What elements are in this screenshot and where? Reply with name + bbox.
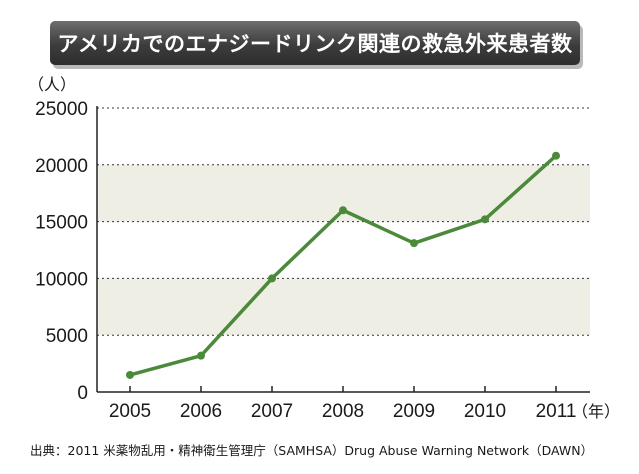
x-unit-label: （年）: [572, 402, 620, 421]
data-point: [339, 206, 347, 215]
chart-title: アメリカでのエナジードリンク関連の救急外来患者数: [57, 32, 573, 56]
x-tick-label: 2011: [536, 401, 577, 422]
grid-lines: [97, 107, 590, 336]
data-point: [126, 370, 134, 379]
axes: [96, 106, 590, 393]
y-tick-label: 5000: [46, 326, 88, 347]
x-tick-label: 2007: [251, 401, 293, 422]
data-point: [552, 151, 560, 160]
source-note: 出典：2011 米薬物乱用・精神衛生管理庁（SAMHSA）Drug Abuse …: [30, 443, 594, 458]
data-series: [126, 151, 560, 379]
x-tick-label: 2008: [322, 401, 364, 422]
background-band: [97, 278, 590, 336]
y-tick-label: 20000: [35, 156, 88, 177]
chart-title-banner: アメリカでのエナジードリンク関連の救急外来患者数: [50, 21, 580, 65]
y-unit-label: （人）: [28, 75, 76, 94]
x-tick-label: 2009: [393, 401, 435, 422]
x-tick-label: 2010: [464, 401, 506, 422]
x-tick-label: 2006: [180, 401, 222, 422]
data-point: [268, 274, 276, 283]
x-tick-label: 2005: [109, 401, 151, 422]
x-tick-labels: 2005 2006 2007 2008 2009 2010 2011: [109, 401, 577, 422]
y-tick-label: 15000: [35, 213, 88, 234]
data-point: [481, 215, 489, 224]
y-tick-label: 10000: [35, 269, 88, 290]
y-tick-labels: 0 5000 10000 15000 20000 25000: [35, 99, 88, 404]
y-tick-label: 25000: [35, 99, 88, 120]
background-bands: [97, 164, 590, 336]
y-tick-label: 0: [77, 383, 88, 404]
data-point: [410, 239, 418, 248]
data-point: [197, 351, 205, 360]
